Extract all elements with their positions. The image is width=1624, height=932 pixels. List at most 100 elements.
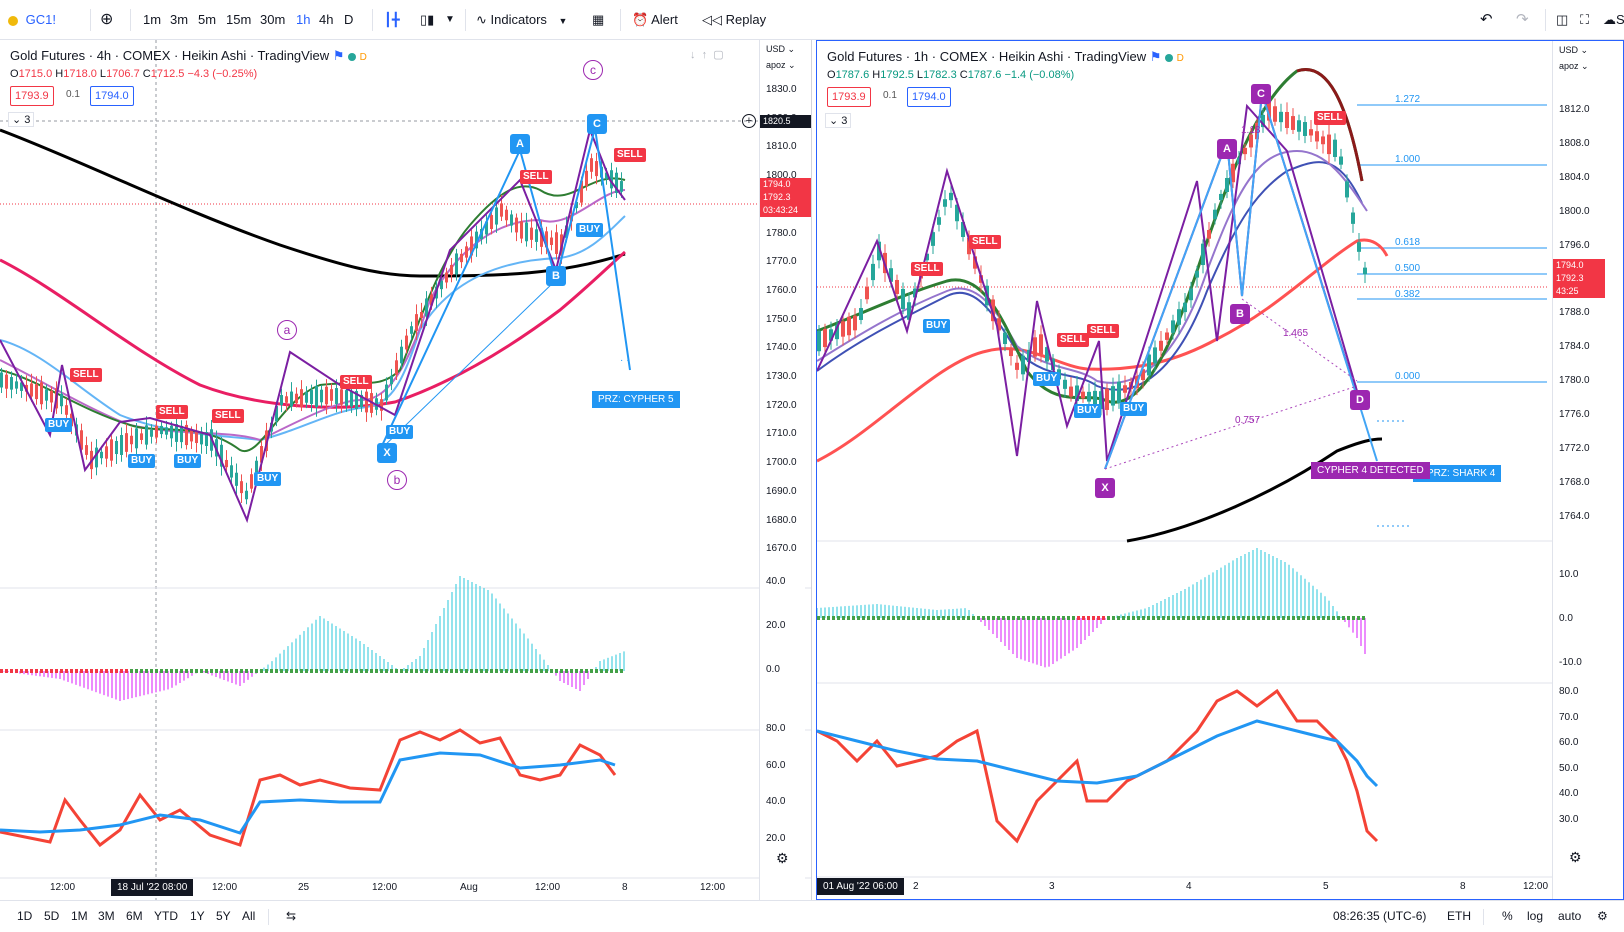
ohlc-readout: O1787.6 H1792.5 L1782.3 C1787.6 −1.4 (−0…	[827, 69, 1075, 81]
candle	[120, 435, 123, 455]
candle	[853, 315, 857, 331]
fib-level-0618: 0.618	[1395, 237, 1421, 248]
sell-price-box[interactable]: 1793.9	[10, 86, 54, 106]
auto-toggle[interactable]: auto	[1558, 909, 1582, 923]
alarm-clock-icon: ⏰	[632, 12, 649, 27]
settings-gear-icon[interactable]: ⚙	[1569, 849, 1582, 865]
right-chart-pane[interactable]: Gold Futures · 1h · COMEX · Heikin Ashi …	[816, 40, 1624, 900]
price-axis[interactable]: USD ⌄ apoz ⌄ 1812.0 1808.0 1804.0 1800.0 179…	[1552, 41, 1623, 899]
candle	[1363, 267, 1367, 275]
currency-selector[interactable]: USD ⌄	[1559, 45, 1589, 55]
pattern-point-b: B	[1230, 304, 1250, 324]
legend-toggle[interactable]: ⌄ 3	[825, 113, 852, 128]
left-chart-canvas[interactable]: · ·	[0, 40, 812, 900]
session-toggle[interactable]: ETH	[1447, 909, 1471, 923]
alert-button[interactable]: ⏰ Alert	[632, 12, 678, 27]
interval-5m[interactable]: 5m	[198, 12, 217, 27]
candle	[829, 329, 833, 341]
layout-split-icon[interactable]: ◫	[1556, 12, 1569, 27]
range-1m[interactable]: 1M	[71, 909, 88, 923]
bars-style-icon[interactable]: ┃╋	[384, 12, 400, 27]
right-chart-canvas[interactable]	[817, 41, 1623, 899]
fullscreen-icon[interactable]: ⛶	[1580, 12, 1590, 27]
publish-partial[interactable]: ☁Sta	[1603, 12, 1624, 27]
settings-gear-icon[interactable]: ⚙	[776, 850, 789, 866]
log-toggle[interactable]: log	[1527, 909, 1544, 923]
undo-icon[interactable]: ↶	[1480, 11, 1493, 28]
candle	[0, 372, 3, 388]
interval-30m[interactable]: 30m	[260, 12, 286, 27]
buy-price-box[interactable]: 1794.0	[907, 87, 951, 107]
range-5y[interactable]: 5Y	[216, 909, 231, 923]
range-all[interactable]: All	[242, 909, 256, 923]
candle	[1345, 181, 1349, 198]
clock-readout[interactable]: 08:26:35 (UTC-6)	[1333, 909, 1427, 923]
chevron-down-icon: ⌄	[787, 44, 796, 54]
candle	[1195, 271, 1199, 278]
range-6m[interactable]: 6M	[126, 909, 143, 923]
candle	[901, 288, 905, 310]
left-chart-pane[interactable]: · · Gold Futures · 4h · COMEX · Heikin A…	[0, 40, 812, 900]
price-tick: 1776.0	[1559, 409, 1590, 421]
candle	[943, 199, 947, 207]
price-tick: 1804.0	[1559, 171, 1590, 183]
pane-controls[interactable]: ↓ ↑ ▢	[690, 48, 724, 61]
redo-icon[interactable]: ↷	[1516, 11, 1529, 28]
candle	[35, 384, 38, 400]
maximize-icon[interactable]: ▢	[713, 49, 724, 61]
replay-button[interactable]: ◁◁ Replay	[702, 12, 767, 27]
candle	[225, 459, 228, 468]
pattern-point-c: C	[1251, 84, 1271, 104]
candle	[160, 425, 163, 435]
price-axis[interactable]: USD ⌄ apoz ⌄ 1830.01820.01810.01800.0179…	[759, 40, 811, 900]
crosshair-plus-icon[interactable]: +	[742, 114, 756, 128]
interval-1m[interactable]: 1m	[143, 12, 162, 27]
compare-add-icon[interactable]: ⊕	[100, 11, 114, 28]
crosshair-time-label: 01 Aug '22 06:00	[817, 878, 904, 895]
gold-logo-icon	[8, 15, 18, 26]
sell-price-box[interactable]: 1793.9	[827, 87, 871, 107]
interval-15m[interactable]: 15m	[226, 12, 252, 27]
indicators-button[interactable]: ∿ Indicators ▼	[476, 12, 568, 27]
chevron-down-icon: ▼	[558, 16, 568, 26]
buy-signal: BUY	[923, 319, 951, 333]
percent-toggle[interactable]: %	[1502, 909, 1513, 923]
chevron-down-icon[interactable]: ▼	[445, 14, 455, 25]
candle	[1339, 156, 1343, 165]
range-5d[interactable]: 5D	[44, 909, 60, 923]
scale-mode-selector[interactable]: apoz ⌄	[766, 60, 796, 70]
range-1y[interactable]: 1Y	[190, 909, 205, 923]
interval-4h[interactable]: 4h	[319, 12, 334, 27]
interval-1h[interactable]: 1h	[296, 12, 311, 27]
interval-d[interactable]: D	[344, 12, 354, 27]
candle	[320, 389, 323, 403]
scale-mode-selector[interactable]: apoz ⌄	[1559, 61, 1589, 71]
candle	[1225, 177, 1229, 193]
interval-3m[interactable]: 3m	[170, 12, 189, 27]
candle	[145, 425, 148, 445]
range-1d[interactable]: 1D	[17, 909, 33, 923]
arrow-up-icon[interactable]: ↑	[701, 49, 708, 61]
buy-price-box[interactable]: 1794.0	[90, 86, 134, 106]
candle	[955, 204, 959, 222]
layout-grid-icon[interactable]: ▦	[592, 12, 605, 27]
candle	[937, 217, 941, 225]
range-3m[interactable]: 3M	[98, 909, 115, 923]
candle	[1165, 332, 1169, 340]
price-tick: 1800.0	[1559, 205, 1590, 217]
range-ytd[interactable]: YTD	[154, 909, 178, 923]
legend-toggle[interactable]: ⌄ 3	[8, 112, 35, 127]
candle	[420, 311, 423, 319]
candle	[1093, 390, 1097, 406]
chart-settings-icon[interactable]: ⚙	[1597, 909, 1608, 923]
currency-selector[interactable]: USD ⌄	[766, 44, 796, 54]
candles-style-icon[interactable]: ▯▮	[420, 12, 435, 27]
market-status-icon	[348, 52, 357, 61]
arrow-down-icon[interactable]: ↓	[690, 49, 696, 61]
candle	[295, 393, 298, 404]
second-price-label: 1792.3	[760, 191, 811, 204]
date-range-icon[interactable]: ⇆	[286, 909, 297, 923]
symbol-search[interactable]: GC1!	[8, 0, 56, 40]
symbol-label: GC1!	[25, 12, 56, 27]
candle	[1153, 347, 1157, 364]
